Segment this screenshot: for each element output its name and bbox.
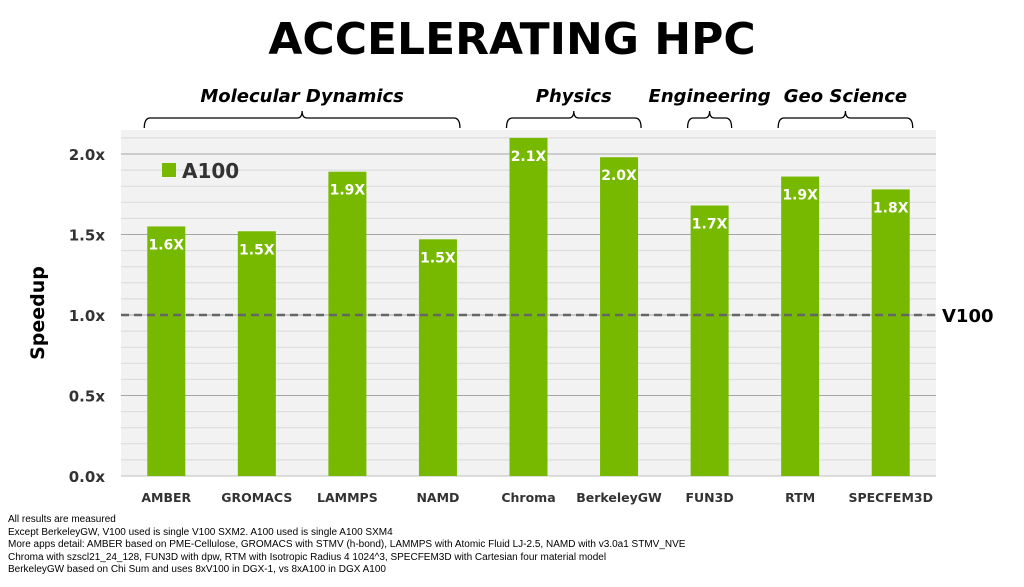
group-bracket xyxy=(505,110,642,129)
bar xyxy=(600,157,639,476)
y-tick-label: 0.0x xyxy=(69,468,106,486)
footnote: BerkeleyGW based on Chi Sum and uses 8xV… xyxy=(8,564,386,575)
page-title: ACCELERATING HPC xyxy=(268,14,756,65)
legend-label: A100 xyxy=(182,159,239,183)
bar-data-label: 1.7X xyxy=(692,217,728,233)
x-tick-label: SPECFEM3D xyxy=(848,490,932,505)
footnotes: All results are measured Except Berkeley… xyxy=(8,514,685,577)
bar xyxy=(147,226,186,476)
footnote: Except BerkeleyGW, V100 used is single V… xyxy=(8,526,393,538)
y-tick-label: 1.5x xyxy=(69,227,106,245)
x-tick-label: Chroma xyxy=(501,490,555,505)
x-tick-label: AMBER xyxy=(141,490,191,505)
bar-data-label: 1.5X xyxy=(239,242,275,258)
bar-data-label: 1.5X xyxy=(420,250,456,266)
footnote: Chroma with szscl21_24_128, FUN3D with d… xyxy=(8,551,607,563)
footnote: All results are measured xyxy=(8,514,116,525)
x-tick-label: FUN3D xyxy=(685,490,733,505)
bar-data-label: 1.9X xyxy=(330,183,366,199)
reference-line-label: V100 xyxy=(942,306,994,327)
bar xyxy=(418,239,457,476)
group-bracket xyxy=(143,110,461,129)
group-label: Molecular Dynamics xyxy=(200,86,404,107)
bar xyxy=(690,205,729,476)
footnote: More apps detail: AMBER based on PME-Cel… xyxy=(8,539,686,550)
y-axis-label: Speedup xyxy=(27,266,49,360)
y-tick-label: 0.5x xyxy=(69,388,106,406)
bar xyxy=(328,171,367,476)
y-tick-label: 1.0x xyxy=(69,307,106,325)
bar-data-label: 1.9X xyxy=(782,188,818,204)
bar xyxy=(509,137,548,476)
x-tick-label: GROMACS xyxy=(221,490,292,505)
group-label: Geo Science xyxy=(784,86,907,107)
legend-swatch xyxy=(162,163,176,177)
x-tick-label: RTM xyxy=(785,490,815,505)
bar-data-label: 2.1X xyxy=(511,149,547,165)
group-bracket xyxy=(777,110,914,129)
y-tick-label: 2.0x xyxy=(69,146,106,164)
bar-data-label: 1.6X xyxy=(148,237,184,253)
bar xyxy=(871,189,910,477)
group-bracket xyxy=(686,110,733,129)
bar-data-label: 2.0X xyxy=(601,168,637,184)
group-label: Physics xyxy=(536,86,612,107)
x-tick-label: LAMMPS xyxy=(317,490,378,505)
x-tick-label: BerkeleyGW xyxy=(576,490,662,505)
group-label: Engineering xyxy=(649,86,771,107)
bar-data-label: 1.8X xyxy=(873,200,909,216)
bar xyxy=(237,231,276,476)
x-tick-label: NAMD xyxy=(416,490,459,505)
bar xyxy=(781,176,820,477)
